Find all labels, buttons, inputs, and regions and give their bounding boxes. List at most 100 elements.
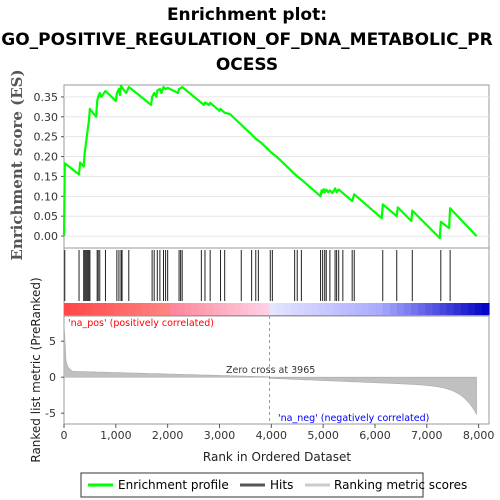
gradient-segment: [241, 303, 249, 315]
metric-area: [63, 316, 477, 424]
gradient-segment: [460, 303, 469, 315]
gradient-segment: [134, 303, 143, 315]
gradient-segment: [283, 303, 292, 315]
gradient-segment: [170, 303, 178, 315]
gradient-segment: [297, 303, 306, 315]
gradient-segment: [99, 303, 108, 315]
es-y-tick-label: 0.10: [34, 190, 59, 203]
gradient-segment: [156, 303, 164, 315]
x-tick-label: 0: [61, 429, 68, 442]
gradient-segment: [319, 303, 327, 315]
x-tick-label: 8,000: [463, 429, 495, 442]
ranking-gradient-bar: [64, 303, 490, 315]
legend-label-metric: Ranking metric scores: [334, 478, 467, 492]
x-tick-label: 7,000: [411, 429, 443, 442]
enrichment-profile-line: [62, 84, 478, 240]
es-y-tick-label: 0.35: [34, 91, 59, 104]
gradient-segment: [481, 303, 490, 315]
gradient-segment: [163, 303, 171, 315]
x-tick-label: 2,000: [152, 429, 184, 442]
gradient-segment: [177, 303, 186, 315]
gradient-segment: [389, 303, 398, 315]
gradient-segment: [113, 303, 122, 315]
gradient-segment: [255, 303, 263, 315]
annotation-negative: 'na_neg' (negatively correlated): [278, 413, 429, 424]
gradient-segment: [439, 303, 448, 315]
annotation-positive: 'na_pos' (positively correlated): [68, 318, 214, 329]
x-tick-label: 1,000: [100, 429, 132, 442]
metric-panel: [63, 315, 490, 425]
gradient-segment: [248, 303, 256, 315]
gradient-segment: [347, 303, 356, 315]
gradient-segment: [404, 303, 412, 315]
es-y-axis: 0.00 0.05 0.10 0.15 0.20 0.25 0.30 0.35: [34, 91, 64, 243]
gradient-segment: [64, 303, 72, 315]
gradient-segment: [467, 303, 476, 315]
gradient-segment: [149, 303, 157, 315]
hit-lines: [64, 250, 451, 301]
gradient-segment: [333, 303, 341, 315]
es-y-tick-label: 0.05: [34, 210, 59, 223]
gradient-segment: [304, 303, 313, 315]
chart-title-line-2: GO_POSITIVE_REGULATION_OF_DNA_METABOLIC_…: [1, 30, 492, 50]
gradient-segment: [354, 303, 363, 315]
gradient-segment: [262, 303, 271, 315]
gradient-segment: [290, 303, 299, 315]
metric-scores-area: [63, 323, 477, 416]
metric-y-tick-label: 5: [49, 335, 56, 348]
x-axis-label: Rank in Ordered Dataset: [203, 450, 351, 464]
gradient-segment: [141, 303, 150, 315]
metric-y-axis: -5 0 5: [45, 335, 64, 420]
metric-y-tick-label: 0: [49, 371, 56, 384]
legend-label-enrichment: Enrichment profile: [118, 478, 229, 492]
es-y-tick-label: 0.30: [34, 111, 59, 124]
es-y-axis-label: Enrichment score (ES): [8, 69, 26, 260]
chart-title-line-3: OCESS: [216, 55, 278, 75]
gradient-segment: [375, 303, 384, 315]
annotation-zero-cross: Zero cross at 3965: [226, 365, 315, 376]
gradient-segment: [368, 303, 377, 315]
gradient-segment: [453, 303, 462, 315]
x-axis: 0 1,000 2,000 3,000 4,000 5,000 6,000 7,000 8,00…: [61, 424, 495, 442]
gradient-segment: [474, 303, 483, 315]
gradient-segment: [425, 303, 433, 315]
es-panel: [63, 84, 490, 249]
es-y-tick-label: 0.00: [34, 230, 59, 243]
gradient-segment: [184, 303, 193, 315]
gradient-segment: [326, 303, 334, 315]
gradient-segment: [361, 303, 370, 315]
es-y-tick-label: 0.25: [34, 131, 59, 144]
gradient-segment: [92, 303, 101, 315]
x-tick-label: 4,000: [256, 429, 288, 442]
es-y-tick-label: 0.20: [34, 151, 59, 164]
gradient-segment: [106, 303, 115, 315]
gradient-segment: [212, 303, 221, 315]
gradient-segment: [382, 303, 391, 315]
x-tick-label: 6,000: [359, 429, 391, 442]
metric-y-axis-label: Ranked list metric (PreRanked): [29, 277, 43, 462]
x-tick-label: 3,000: [204, 429, 236, 442]
es-y-tick-label: 0.15: [34, 170, 59, 183]
gradient-segment: [234, 303, 242, 315]
gradient-segment: [71, 303, 79, 315]
gradient-segment: [219, 303, 228, 315]
gradient-segment: [340, 303, 348, 315]
gradient-segment: [191, 303, 200, 315]
gradient-segment: [276, 303, 285, 315]
chart-title-line-1: Enrichment plot:: [167, 5, 327, 25]
gradient-segment: [205, 303, 214, 315]
enrichment-profile-path: [62, 84, 478, 240]
gradient-segment: [396, 303, 405, 315]
gradient-segment: [311, 303, 320, 315]
gradient-segment: [85, 303, 93, 315]
gradient-segment: [432, 303, 441, 315]
gradient-segment: [446, 303, 455, 315]
gradient-segment: [418, 303, 426, 315]
gradient-segment: [127, 303, 136, 315]
legend-label-hits: Hits: [270, 478, 293, 492]
gradient-segment: [411, 303, 419, 315]
gradient-segment: [269, 303, 278, 315]
metric-y-tick-label: -5: [45, 407, 56, 420]
gradient-segment: [226, 303, 235, 315]
